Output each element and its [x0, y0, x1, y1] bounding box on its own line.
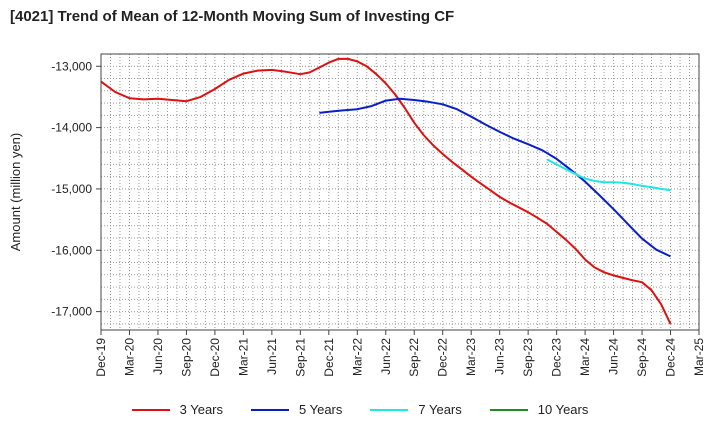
x-tick-label: Mar-22 — [350, 338, 364, 376]
x-tick-label: Mar-25 — [692, 338, 706, 376]
y-tick-label: -15,000 — [51, 182, 92, 196]
y-tick-label: -14,000 — [51, 121, 92, 135]
grid-lines — [100, 54, 700, 330]
x-tick-label: Jun-22 — [379, 338, 393, 375]
x-tick-label: Jun-23 — [493, 338, 507, 375]
legend-swatch-3-years — [131, 408, 170, 411]
chart-title: [4021] Trend of Mean of 12-Month Moving … — [10, 8, 455, 25]
legend-label: 10 Years — [537, 402, 589, 417]
y-tick-label: -17,000 — [51, 305, 92, 319]
x-tick-label: Mar-21 — [236, 338, 250, 376]
x-tick-label: Sep-24 — [635, 338, 649, 377]
x-tick-label: Jun-24 — [607, 338, 621, 375]
series-line-3-years — [100, 57, 672, 325]
y-tick-label: -16,000 — [51, 243, 92, 257]
x-tick-label: Sep-23 — [521, 338, 535, 377]
x-tick-label: Dec-22 — [436, 338, 450, 377]
y-axis-ticks: -13,000 -14,000 -15,000 -16,000 -17,000 — [51, 59, 101, 319]
x-tick-label: Dec-23 — [550, 338, 564, 377]
legend-swatch-5-years — [251, 408, 289, 411]
x-tick-label: Dec-21 — [322, 338, 336, 377]
legend-label: 3 Years — [179, 402, 223, 417]
y-tick-label: -13,000 — [51, 59, 92, 73]
legend-swatch-10-years — [489, 408, 528, 411]
plot-frame — [100, 53, 700, 331]
x-tick-label: Sep-21 — [293, 338, 307, 377]
x-tick-label: Jun-20 — [151, 338, 165, 375]
legend: 3 Years 5 Years 7 Years 10 Years — [0, 402, 720, 417]
legend-label: 5 Years — [299, 402, 343, 417]
legend-swatch-7-years — [370, 408, 409, 411]
y-axis-label: Amount (million yen) — [8, 133, 23, 252]
x-tick-label: Jun-21 — [265, 338, 279, 375]
x-tick-label: Mar-24 — [578, 338, 592, 376]
legend-label: 7 Years — [418, 402, 462, 417]
x-axis-ticks: Dec-19 Mar-20 Jun-20 Sep-20 Dec-20 Mar-21 Jun-… — [94, 330, 706, 377]
x-tick-label: Dec-20 — [208, 338, 222, 377]
x-tick-label: Dec-19 — [94, 338, 108, 377]
x-tick-label: Mar-20 — [122, 338, 136, 376]
series-line-7-years — [546, 158, 671, 192]
x-tick-label: Sep-22 — [407, 338, 421, 377]
series-lines — [100, 57, 672, 325]
legend-item-5-years: 5 Years — [251, 402, 342, 417]
legend-item-7-years: 7 Years — [370, 402, 462, 417]
x-tick-label: Sep-20 — [179, 338, 193, 377]
legend-item-10-years: 10 Years — [489, 402, 589, 417]
legend-item-3-years: 3 Years — [131, 402, 223, 417]
series-line-5-years — [319, 97, 671, 258]
x-tick-label: Dec-24 — [664, 338, 678, 377]
x-tick-label: Mar-23 — [464, 338, 478, 376]
